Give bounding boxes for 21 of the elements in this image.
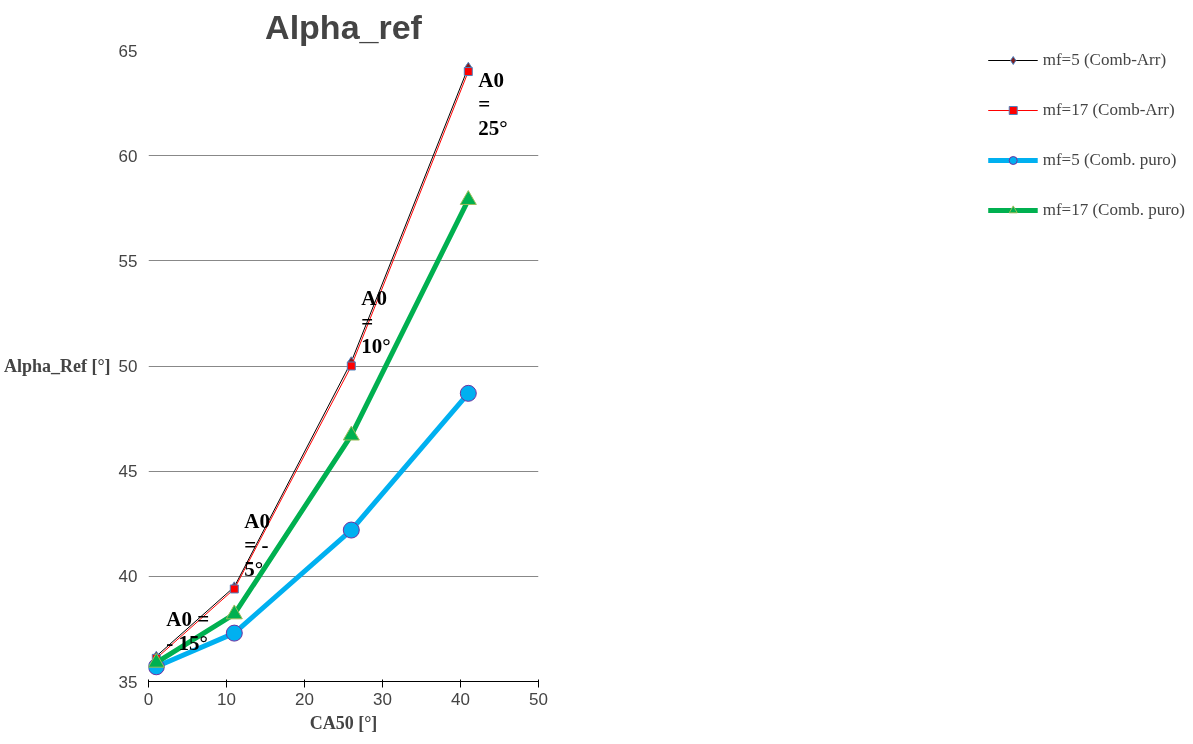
x-tick-label: 10 — [217, 689, 236, 709]
legend-label: mf=17 (Comb. puro) — [1042, 200, 1185, 220]
y-tick-label: 65 — [118, 41, 138, 61]
x-tick-label: 30 — [373, 689, 392, 709]
y-tick-label: 50 — [118, 357, 138, 376]
y-tick-label: 40 — [118, 567, 138, 587]
y-tick-label: 60 — [118, 146, 138, 166]
y-tick-label: 45 — [118, 462, 138, 482]
y-tick-label: 55 — [118, 251, 138, 271]
annotation: A0 = 25° — [478, 67, 508, 140]
chart-title: Alpha_ref — [265, 7, 423, 46]
x-tick-label: 20 — [295, 689, 314, 709]
x-tick-label: 50 — [529, 689, 548, 709]
y-tick-label: 35 — [118, 672, 138, 692]
legend-label: mf=5 (Comb. puro) — [1042, 150, 1177, 170]
x-tick-label: 0 — [143, 689, 154, 709]
x-axis-title: CA50 [°] — [309, 712, 378, 733]
legend-label: mf=17 (Comb-Arr) — [1042, 100, 1175, 120]
legend-label: mf=5 (Comb-Arr) — [1042, 50, 1167, 70]
y-axis-title: Alpha_Ref [°] — [3, 356, 111, 376]
x-tick-label: 40 — [451, 689, 470, 709]
